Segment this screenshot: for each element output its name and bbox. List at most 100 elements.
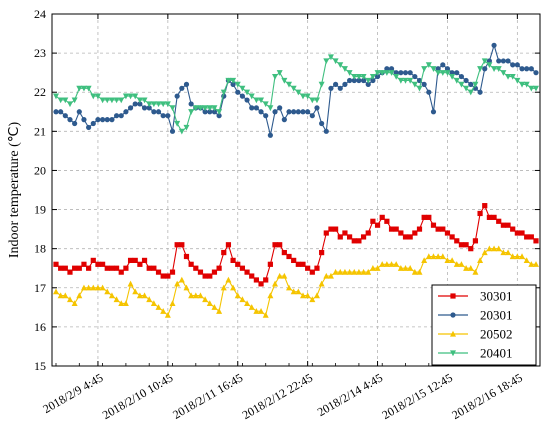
data-point: [510, 226, 516, 232]
data-point: [248, 304, 255, 310]
data-point: [169, 269, 176, 275]
legend-item: 20301: [438, 308, 513, 323]
data-point: [402, 234, 409, 240]
data-point: [58, 109, 64, 115]
data-point: [253, 97, 260, 104]
data-point: [122, 300, 129, 307]
data-point: [67, 117, 73, 123]
data-point: [439, 70, 446, 76]
data-point: [109, 117, 115, 123]
data-point: [258, 281, 264, 287]
data-point: [509, 73, 516, 80]
data-point: [407, 70, 413, 76]
data-point: [188, 261, 194, 267]
data-point: [435, 70, 442, 76]
data-point: [528, 234, 534, 240]
data-point: [505, 73, 512, 80]
data-point: [374, 70, 381, 76]
data-point: [169, 300, 176, 307]
x-tick-label: 2018/2/10 10:45: [100, 370, 175, 422]
data-point: [109, 265, 115, 271]
data-point: [235, 89, 241, 95]
data-point: [127, 105, 134, 111]
data-point: [388, 226, 395, 232]
data-point: [188, 101, 194, 107]
data-point: [113, 265, 120, 271]
data-point: [183, 253, 190, 260]
data-point: [57, 292, 64, 299]
data-point: [267, 105, 274, 112]
legend-item: 30301: [438, 289, 513, 304]
data-point: [174, 280, 181, 287]
data-point: [533, 261, 539, 267]
data-point: [206, 105, 213, 112]
legend-marker: [450, 350, 456, 357]
data-point: [262, 101, 269, 108]
data-point: [272, 109, 278, 115]
data-point: [351, 238, 357, 244]
data-point: [258, 308, 265, 314]
data-point: [463, 242, 469, 248]
data-point: [197, 292, 204, 299]
data-point: [481, 58, 488, 65]
data-point: [505, 58, 511, 64]
data-point: [90, 120, 96, 127]
data-point: [328, 85, 334, 91]
data-point: [86, 124, 92, 131]
data-point: [486, 245, 493, 252]
data-point: [99, 97, 106, 104]
data-point: [351, 77, 357, 84]
data-point: [477, 66, 484, 72]
data-point: [53, 261, 59, 267]
data-point: [397, 265, 404, 271]
x-tick-label: 2018/2/15 12:45: [380, 370, 455, 422]
data-point: [379, 214, 385, 220]
data-point: [104, 117, 110, 123]
data-point: [80, 85, 87, 92]
data-point: [272, 242, 278, 248]
data-point: [421, 81, 427, 87]
y-tick-label: 18: [34, 242, 46, 256]
data-point: [192, 105, 199, 112]
data-point: [276, 272, 283, 279]
data-point: [313, 97, 320, 104]
data-point: [81, 117, 87, 123]
data-point: [444, 66, 451, 72]
data-point: [216, 265, 222, 271]
data-point: [482, 203, 488, 209]
data-point: [318, 280, 325, 287]
data-point: [244, 97, 250, 103]
data-point: [327, 54, 334, 61]
data-point: [412, 230, 418, 236]
y-tick-label: 23: [34, 46, 46, 60]
data-point: [239, 265, 246, 271]
data-point: [151, 265, 157, 271]
data-point: [342, 230, 348, 236]
data-point: [318, 81, 325, 88]
data-point: [355, 73, 362, 80]
data-point: [183, 81, 190, 87]
data-point: [230, 77, 237, 84]
x-tick-label: 2018/2/9 4:45: [40, 370, 105, 416]
data-point: [523, 257, 530, 263]
data-point: [388, 66, 395, 72]
data-point: [234, 292, 241, 299]
x-tick-label: 2018/2/12 22:45: [240, 370, 315, 422]
data-point: [225, 242, 232, 248]
data-point: [95, 117, 101, 123]
data-point: [193, 265, 199, 271]
data-point: [169, 105, 176, 112]
data-point: [346, 77, 353, 84]
data-point: [90, 284, 97, 291]
data-point: [66, 101, 73, 108]
data-point: [165, 113, 171, 119]
data-point: [491, 42, 497, 48]
data-point: [141, 97, 148, 104]
data-point: [160, 101, 167, 108]
data-point: [230, 81, 236, 87]
data-point: [337, 234, 343, 240]
data-point: [435, 253, 442, 260]
data-point: [412, 73, 418, 80]
data-point: [528, 85, 535, 92]
data-point: [291, 257, 297, 263]
